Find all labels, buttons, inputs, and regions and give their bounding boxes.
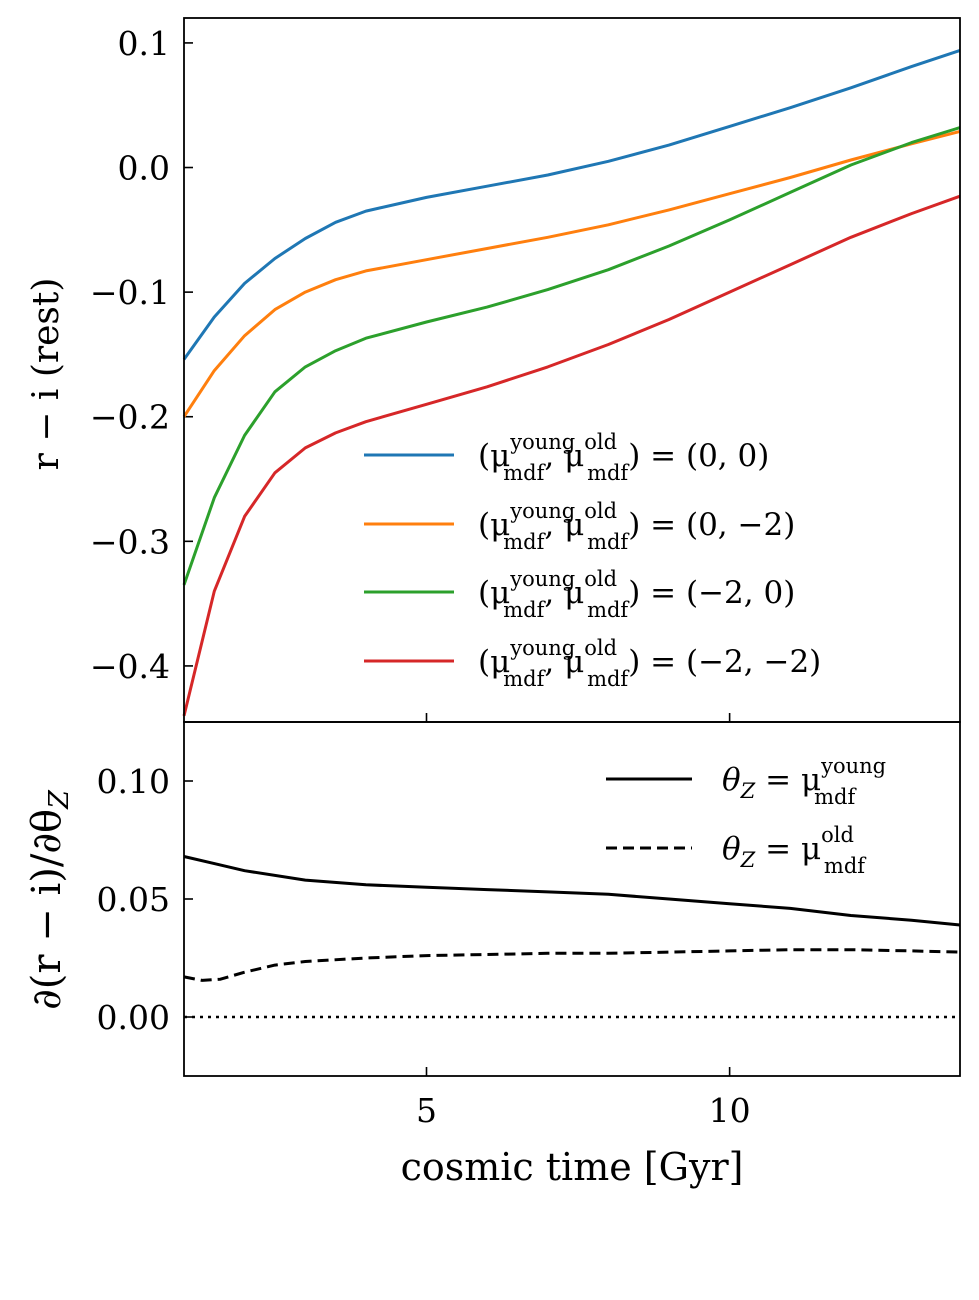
bottom-series-line-2 — [183, 948, 961, 982]
top-legend: (μyoung mdf, μold mdf) = (0, 0) (μyoung mdf,… — [364, 430, 821, 691]
top-series-line-4 — [182, 194, 961, 717]
top-ylabel: r − i (rest) — [26, 278, 67, 471]
bottom-legend: θZ = μyoung mdf θZ = μold mdf — [606, 754, 886, 878]
top-ytick-label: 0.0 — [118, 149, 170, 188]
top-series-group — [182, 48, 961, 717]
top-series-line-2 — [182, 129, 961, 418]
top-legend-label-3: (μyoung mdf, μold mdf) = (−2, 0) — [478, 567, 795, 622]
top-series-line-1 — [182, 48, 961, 361]
bottom-axes-frame — [183, 721, 961, 1077]
top-legend-label-1: (μyoung mdf, μold mdf) = (0, 0) — [478, 430, 769, 485]
bottom-legend-label-1: θZ = μyoung mdf — [722, 754, 886, 809]
derivative-panel: ∂(r − i)/∂θZ 0.10 0.05 0.00 5 10 θZ = μyoung… — [24, 721, 961, 1189]
top-ytick-label: −0.4 — [90, 647, 170, 686]
top-ytick-label: 0.1 — [118, 24, 170, 63]
bottom-ylabel-sub: Z — [44, 789, 75, 810]
top-series-line-3 — [182, 126, 961, 586]
top-ticks: 0.1 0.0 −0.1 −0.2 −0.3 −0.4 — [90, 24, 731, 722]
top-legend-label-4: (μyoung mdf, μold mdf) = (−2, −2) — [478, 636, 821, 691]
bottom-legend-label-2: θZ = μold mdf — [722, 823, 867, 878]
bottom-ytick-label: 0.00 — [97, 998, 170, 1037]
bottom-xtick-label: 5 — [416, 1091, 437, 1130]
bottom-series-group — [183, 855, 961, 1019]
bottom-xlabel: cosmic time [Gyr] — [401, 1145, 744, 1189]
bottom-ytick-label: 0.10 — [97, 762, 170, 801]
bottom-xtick-label: 10 — [709, 1091, 751, 1130]
color-evolution-panel: r − i (rest) 0.1 0.0 −0.1 −0.2 −0.3 −0.4 (μyo… — [26, 17, 961, 723]
top-ytick-label: −0.1 — [90, 273, 170, 312]
top-legend-label-2: (μyoung mdf, μold mdf) = (0, −2) — [478, 499, 795, 554]
bottom-series-line-1 — [183, 855, 961, 927]
bottom-ylabel: ∂(r − i)/∂θZ — [24, 789, 75, 1010]
top-ytick-label: −0.2 — [90, 398, 170, 437]
bottom-ylabel-main: ∂(r − i)/∂θ — [24, 809, 70, 1010]
bottom-ticks: 0.10 0.05 0.00 5 10 — [97, 762, 751, 1130]
bottom-ytick-label: 0.05 — [97, 880, 170, 919]
top-ytick-label: −0.3 — [90, 522, 170, 561]
